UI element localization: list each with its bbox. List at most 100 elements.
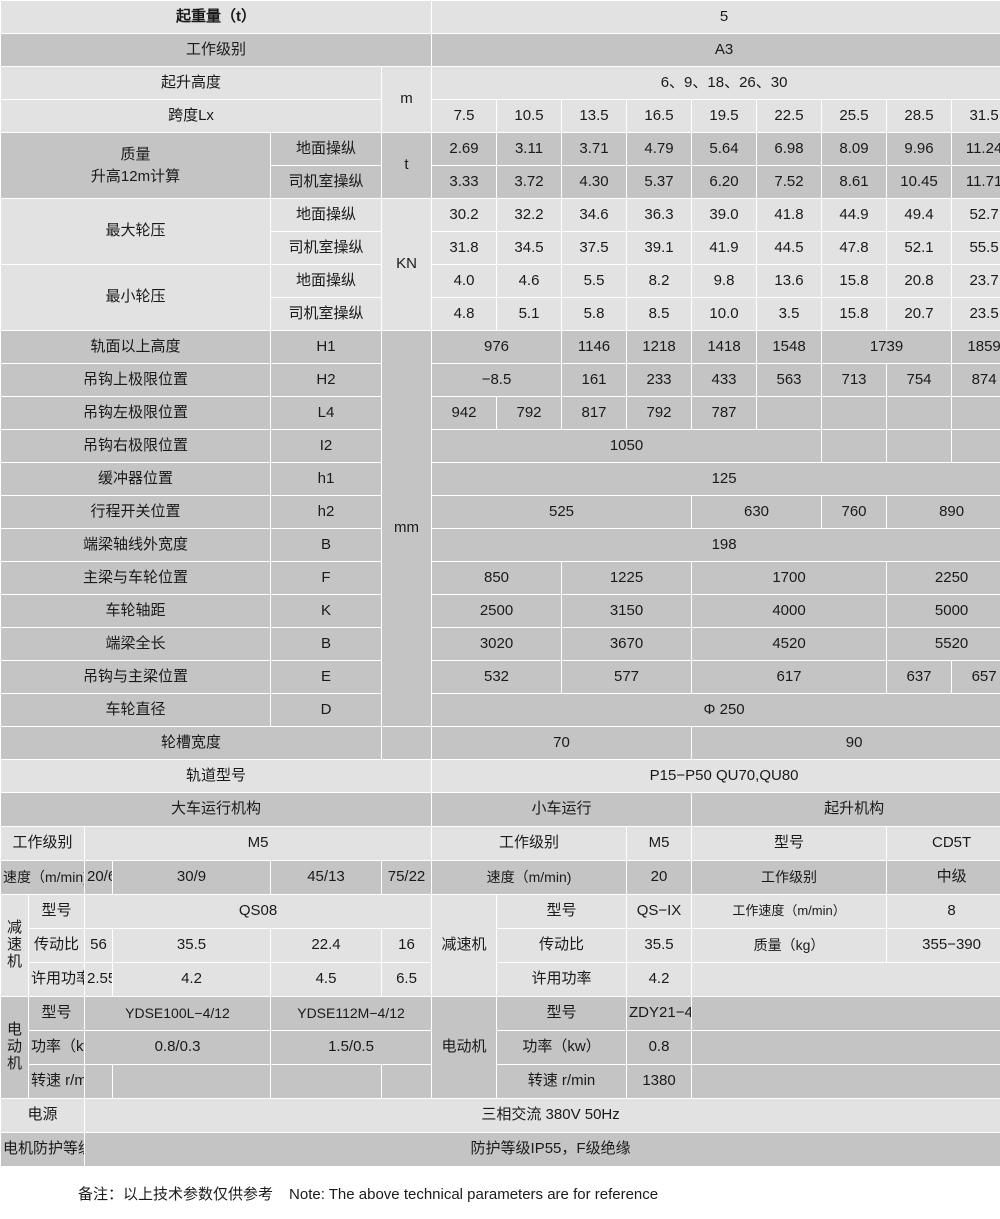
hoist-mass-value: 355−390 bbox=[887, 929, 1000, 962]
min-wheel-ground-value: 9.8 bbox=[692, 265, 757, 297]
bridge-motor-speed-value-b bbox=[113, 1065, 270, 1098]
table-row-min-wheel-cabin: 司机室操纵 4.8 5.1 5.8 8.5 10.0 3.5 15.8 20.7… bbox=[1, 298, 1000, 330]
table-row-lift-height: 起升高度 m 6、9、18、26、30 bbox=[1, 67, 1000, 132]
dim-label: 行程开关位置 bbox=[1, 496, 270, 528]
dim-code: h2 bbox=[271, 496, 381, 528]
max-wheel-cabin-value: 34.5 bbox=[497, 232, 562, 264]
min-wheel-cabin-value: 4.8 bbox=[432, 298, 497, 330]
lift-height-value: 6、9、18、26、30 bbox=[432, 67, 1000, 99]
dim-value: 874 bbox=[952, 364, 1000, 396]
header-hoist-mechanism: 起升机构 bbox=[692, 793, 1000, 826]
min-wheel-cabin-value: 20.7 bbox=[887, 298, 952, 330]
min-wheel-label: 最小轮压 bbox=[1, 265, 270, 330]
header-trolley-mechanism: 小车运行 bbox=[432, 793, 692, 826]
footer-note-en: Note: The above technical parameters are… bbox=[289, 1186, 659, 1203]
table-row-mech-speed: 速度（m/min) 20/6 30/9 45/13 75/22 速度（m/min… bbox=[1, 861, 1000, 894]
dim-code: H2 bbox=[271, 364, 381, 396]
power-supply-label: 电源 bbox=[1, 1099, 84, 1132]
span-value: 16.5 bbox=[627, 100, 692, 132]
bridge-motor-model-value: YDSE112M−4/12 bbox=[271, 997, 432, 1030]
table-row-dim-i2: 吊钩右极限位置 I2 1050 bbox=[1, 430, 1000, 462]
span-label: 跨度Lx bbox=[1, 100, 381, 132]
dim-value: 890 bbox=[887, 496, 1000, 528]
mass-cabin-value: 7.52 bbox=[757, 166, 822, 198]
dim-label: 端梁轴线外宽度 bbox=[1, 529, 270, 561]
dim-value: 2250 bbox=[887, 562, 1000, 594]
bridge-ratio-value: 56 bbox=[85, 929, 112, 962]
max-wheel-ground-value: 32.2 bbox=[497, 199, 562, 231]
trolley-motor-power-label: 功率（kw） bbox=[497, 1031, 627, 1064]
max-wheel-ground-value: 49.4 bbox=[887, 199, 952, 231]
bridge-ratio-label: 传动比 bbox=[29, 929, 84, 962]
table-row-mass-ground: 质量 升高12m计算 地面操纵 t 2.69 3.11 3.71 4.79 5.… bbox=[1, 133, 1000, 198]
bridge-motor-model-label: 型号 bbox=[29, 997, 84, 1030]
bridge-speed-value: 30/9 bbox=[113, 861, 270, 894]
dim-code: F bbox=[271, 562, 381, 594]
dim-label: 轨面以上高度 bbox=[1, 331, 270, 363]
min-wheel-ground-value: 4.6 bbox=[497, 265, 562, 297]
bridge-reducer-label: 减速机 bbox=[1, 895, 28, 996]
table-row-dim-h2: 吊钩上极限位置 H2 −8.5 161 233 433 563 713 754 … bbox=[1, 364, 1000, 396]
dim-value: 1548 bbox=[757, 331, 822, 363]
mass-ground-value: 5.64 bbox=[692, 133, 757, 165]
dim-label: 车轮轴距 bbox=[1, 595, 270, 627]
dim-label: 吊钩左极限位置 bbox=[1, 397, 270, 429]
dim-value: 563 bbox=[757, 364, 822, 396]
max-wheel-ground-value: 44.9 bbox=[822, 199, 887, 231]
bridge-speed-label: 速度（m/min) bbox=[1, 861, 84, 894]
dim-value: 713 bbox=[822, 364, 887, 396]
table-row-dim-h2-switch: 行程开关位置 h2 525 630 760 890 bbox=[1, 496, 1000, 528]
bridge-reducer-model-label: 型号 bbox=[29, 895, 84, 928]
span-value: 31.5 bbox=[952, 100, 1000, 132]
table-row-reducer-ratio: 传动比 56 35.5 22.4 16 传动比 35.5 质量（kg） 355−… bbox=[1, 929, 1000, 962]
table-row-max-wheel-cabin: 司机室操纵 31.8 34.5 37.5 39.1 41.9 44.5 47.8… bbox=[1, 232, 1000, 264]
dim-value: 532 bbox=[432, 661, 562, 693]
mass-ground-value: 11.24 bbox=[952, 133, 1000, 165]
dim-value: 617 bbox=[692, 661, 887, 693]
mass-cabin-value: 3.33 bbox=[432, 166, 497, 198]
hoist-speed-label: 工作速度（m/min） bbox=[692, 895, 887, 928]
unit-m: m bbox=[382, 67, 432, 132]
dim-code: H1 bbox=[271, 331, 381, 363]
dim-value: 3150 bbox=[562, 595, 692, 627]
dim-value: 4000 bbox=[692, 595, 887, 627]
bridge-motor-power-value: 1.5/0.5 bbox=[271, 1031, 432, 1064]
table-row-mass-cabin: 司机室操纵 3.33 3.72 4.30 5.37 6.20 7.52 8.61… bbox=[1, 166, 1000, 198]
trolley-power-label: 许用功率 bbox=[497, 963, 627, 996]
max-wheel-ground-value: 52.7 bbox=[952, 199, 1000, 231]
table-row-dim-f: 主梁与车轮位置 F 850 1225 1700 2250 bbox=[1, 562, 1000, 594]
max-wheel-cabin-value: 31.8 bbox=[432, 232, 497, 264]
duty-label: 工作级别 bbox=[1, 34, 432, 66]
dim-value: 754 bbox=[887, 364, 952, 396]
trolley-motor-model-value: ZDY21−4 bbox=[627, 997, 692, 1030]
dim-value: 1225 bbox=[562, 562, 692, 594]
unit-kn: KN bbox=[382, 199, 432, 330]
dim-value: 942 bbox=[432, 397, 497, 429]
bridge-duty-label: 工作级别 bbox=[1, 827, 84, 860]
bridge-motor-speed-value bbox=[271, 1065, 381, 1098]
max-wheel-cabin-value: 37.5 bbox=[562, 232, 627, 264]
table-row-power-supply: 电源 三相交流 380V 50Hz bbox=[1, 1099, 1000, 1132]
footer-note-cn: 备注：以上技术参数仅供参考 bbox=[78, 1186, 274, 1203]
dim-value: 1050 bbox=[432, 430, 822, 462]
max-wheel-cabin-value: 44.5 bbox=[757, 232, 822, 264]
min-wheel-ground-value: 20.8 bbox=[887, 265, 952, 297]
dim-value-empty bbox=[822, 430, 887, 462]
dim-value-empty bbox=[757, 397, 822, 429]
bridge-ratio-value: 16 bbox=[382, 929, 432, 962]
mass-label-line1: 质量 bbox=[120, 145, 151, 163]
max-wheel-ground-value: 36.3 bbox=[627, 199, 692, 231]
control-cabin-label: 司机室操纵 bbox=[271, 166, 381, 198]
dim-value: 1218 bbox=[627, 331, 692, 363]
span-value: 7.5 bbox=[432, 100, 497, 132]
dim-value-empty bbox=[952, 397, 1000, 429]
max-wheel-cabin-value: 52.1 bbox=[887, 232, 952, 264]
power-supply-value: 三相交流 380V 50Hz bbox=[85, 1099, 1000, 1132]
dim-value: 1418 bbox=[692, 331, 757, 363]
table-row-capacity: 起重量（t） 5 bbox=[1, 1, 1000, 33]
dim-code: h1 bbox=[271, 463, 381, 495]
dim-value: 577 bbox=[562, 661, 692, 693]
trolley-reducer-model-label: 型号 bbox=[497, 895, 627, 928]
mass-ground-value: 2.69 bbox=[432, 133, 497, 165]
